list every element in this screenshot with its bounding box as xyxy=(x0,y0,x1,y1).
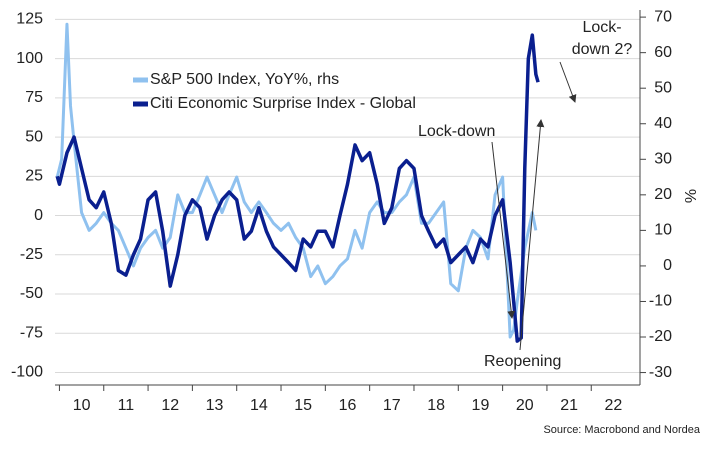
x-tick-label: 21 xyxy=(560,397,578,414)
y2-tick-label: 70 xyxy=(654,8,672,25)
y-tick-label: -25 xyxy=(20,246,43,263)
y2-tick-label: -10 xyxy=(649,293,672,310)
annotation: Lock-down xyxy=(418,123,495,140)
y-tick-label: 125 xyxy=(16,11,43,28)
y2-tick-label: 20 xyxy=(654,186,672,203)
x-tick-label: 14 xyxy=(250,397,268,414)
annotation: Reopening xyxy=(484,353,561,370)
y2-tick-label: 60 xyxy=(654,44,672,61)
x-tick-label: 20 xyxy=(516,397,534,414)
y2-tick-label: -30 xyxy=(649,364,672,381)
y-tick-label: 0 xyxy=(34,207,43,224)
annotation: down 2? xyxy=(572,41,633,58)
y2-tick-label: 30 xyxy=(654,151,672,168)
series-line xyxy=(55,22,538,339)
x-tick-label: 15 xyxy=(294,397,312,414)
source: Source: Macrobond and Nordea xyxy=(543,424,700,436)
x-tick-label: 19 xyxy=(472,397,490,414)
x-tick-label: 12 xyxy=(161,397,179,414)
arrow xyxy=(519,119,545,351)
y-tick-label: 50 xyxy=(25,128,43,145)
x-tick-label: 22 xyxy=(605,397,623,414)
x-tick-label: 13 xyxy=(206,397,224,414)
x-tick-label: 10 xyxy=(73,397,91,414)
series-line xyxy=(55,33,540,343)
y2-tick-label: 50 xyxy=(654,79,672,96)
y2-tick-label: 40 xyxy=(654,115,672,132)
y-tick-label: -100 xyxy=(11,364,43,381)
y2-tick-label: -20 xyxy=(649,328,672,345)
arrow xyxy=(559,61,577,103)
legend-label: S&P 500 Index, YoY%, rhs xyxy=(150,71,339,88)
x-tick-label: 16 xyxy=(339,397,357,414)
arrow xyxy=(491,141,516,319)
y2-axis-label: % xyxy=(683,189,700,203)
x-tick-label: 17 xyxy=(383,397,401,414)
y-tick-label: -50 xyxy=(20,285,43,302)
annotation: Lock- xyxy=(582,19,621,36)
x-tick-label: 11 xyxy=(118,397,135,414)
legend-label: Citi Economic Surprise Index - Global xyxy=(150,95,416,112)
y-tick-label: 75 xyxy=(25,89,43,106)
y-tick-label: 25 xyxy=(25,168,43,185)
y2-tick-label: 10 xyxy=(654,222,672,239)
y-tick-label: -75 xyxy=(20,324,43,341)
y2-tick-label: 0 xyxy=(663,257,672,274)
y-tick-label: 100 xyxy=(16,50,43,67)
x-tick-label: 18 xyxy=(427,397,445,414)
